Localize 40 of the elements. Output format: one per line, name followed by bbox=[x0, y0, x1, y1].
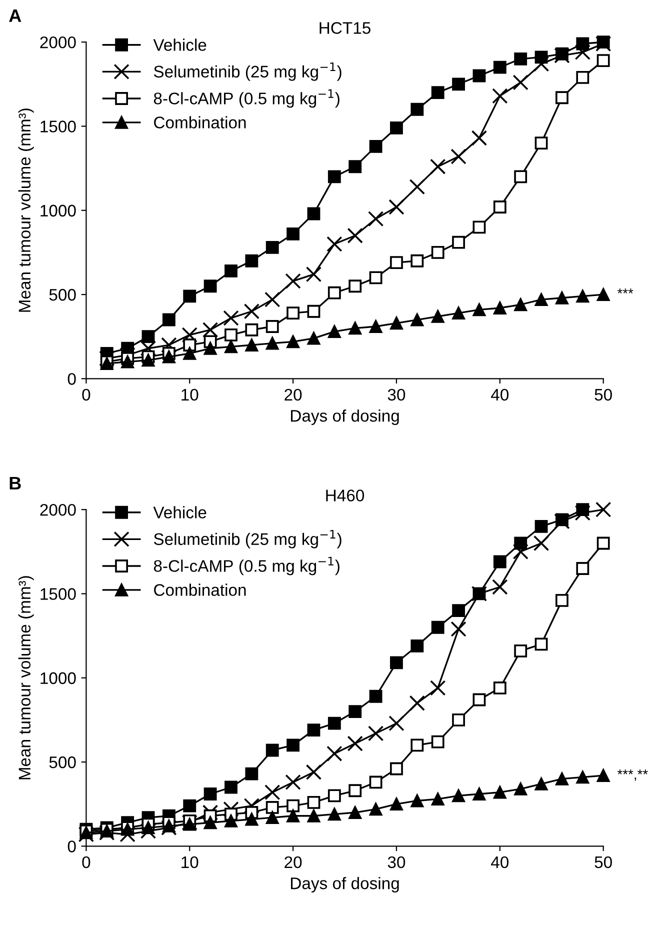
x-tick-label: 0 bbox=[82, 388, 90, 401]
legend-label: Selumetinib (25 mg kg$^{−1}$) bbox=[154, 530, 342, 548]
y-tick-label: 2000 bbox=[40, 36, 76, 48]
y-tick-label: 2000 bbox=[40, 504, 76, 516]
y-axis-title: Mean tumour volume (mm³) bbox=[18, 576, 34, 780]
y-tick-label: 1000 bbox=[40, 672, 76, 684]
x-axis-title: Days of dosing bbox=[291, 876, 399, 893]
y-tick-label: 0 bbox=[68, 373, 76, 385]
y-tick-label: 500 bbox=[49, 756, 76, 768]
x-tick-label: 10 bbox=[182, 856, 198, 868]
legend-label: Combination bbox=[154, 116, 246, 128]
legend-label: 8-Cl-cAMP (0.5 mg kg$^{−1}$) bbox=[154, 556, 340, 576]
x-tick-label: 30 bbox=[388, 388, 406, 401]
x-tick-label: 40 bbox=[491, 388, 509, 401]
x-tick-label: 30 bbox=[388, 856, 406, 868]
legend-label: Vehicle bbox=[153, 38, 206, 51]
annotation: ***,** bbox=[617, 770, 648, 781]
y-axis-title: Mean tumour volume (mm³) bbox=[18, 108, 34, 312]
x-axis-title: Days of dosing bbox=[291, 409, 399, 426]
text: A bbox=[9, 9, 22, 22]
x-tick-label: 50 bbox=[594, 856, 612, 868]
annotation: *** bbox=[617, 288, 634, 294]
x-tick-label: 10 bbox=[182, 388, 198, 401]
legend-label: 8-Cl-cAMP (0.5 mg kg$^{−1}$) bbox=[154, 89, 340, 108]
text: B bbox=[10, 476, 21, 490]
chart-title: H460 bbox=[326, 490, 364, 502]
y-tick-label: 500 bbox=[49, 288, 76, 301]
legend-label: Vehicle bbox=[153, 506, 206, 518]
legend-label: Combination bbox=[154, 584, 246, 596]
x-tick-label: 20 bbox=[284, 856, 302, 868]
x-tick-label: 20 bbox=[284, 388, 302, 401]
y-tick-label: 1500 bbox=[40, 588, 76, 600]
chart-title: HCT15 bbox=[320, 22, 370, 34]
x-tick-label: 50 bbox=[594, 388, 612, 401]
x-tick-label: 40 bbox=[491, 856, 509, 868]
x-tick-label: 0 bbox=[82, 856, 90, 868]
legend-label: Selumetinib (25 mg kg$^{−1}$) bbox=[154, 62, 342, 81]
y-tick-label: 0 bbox=[68, 840, 76, 852]
y-tick-label: 1000 bbox=[40, 204, 76, 217]
y-tick-label: 1500 bbox=[40, 120, 76, 132]
